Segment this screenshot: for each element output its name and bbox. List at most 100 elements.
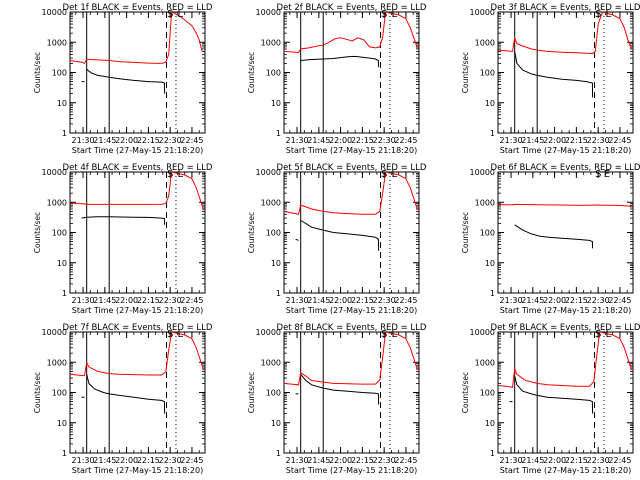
plot-frame bbox=[283, 11, 420, 134]
y-axis-label: Counts/sec bbox=[33, 52, 42, 93]
x-tick-label: 22:00 bbox=[329, 456, 352, 465]
x-axis-label: Start Time (27-May-15 21:18:20) bbox=[286, 466, 417, 475]
y-tick-label: 10000 bbox=[42, 168, 67, 177]
event-glyph: S bbox=[167, 9, 173, 20]
x-tick-label: 22:45 bbox=[180, 456, 203, 465]
event-glyph: L bbox=[392, 9, 398, 20]
event-glyph: S bbox=[595, 9, 601, 20]
chart-panel-1: 1 10 100 1000 10000 21:3021:4522:0022:1522:30… bbox=[33, 3, 213, 155]
plot-frame bbox=[497, 11, 634, 134]
x-tick-label: 22:15 bbox=[351, 456, 374, 465]
y-tick-label: 100 bbox=[480, 389, 495, 398]
y-tick-label: 1 bbox=[62, 449, 67, 458]
x-tick-label: 22:45 bbox=[394, 296, 417, 305]
y-tick-label: 10000 bbox=[42, 8, 67, 17]
x-tick-label: 22:30 bbox=[587, 136, 610, 145]
plot-frame bbox=[69, 171, 206, 294]
y-axis-label: Counts/sec bbox=[247, 212, 256, 253]
x-axis-label: Start Time (27-May-15 21:18:20) bbox=[500, 466, 631, 475]
event-glyph: L bbox=[178, 329, 184, 340]
chart-title: Det 6f BLACK = Events, RED = LLD bbox=[491, 163, 640, 173]
y-tick-label: 100 bbox=[52, 229, 67, 238]
x-tick-label: 21:45 bbox=[93, 456, 116, 465]
event-glyph: S bbox=[381, 329, 387, 340]
x-tick-label: 22:00 bbox=[329, 296, 352, 305]
series-line-black bbox=[81, 374, 166, 414]
x-tick-label: 21:45 bbox=[93, 296, 116, 305]
event-glyph: L bbox=[392, 329, 398, 340]
series-line-black bbox=[509, 375, 594, 414]
x-tick-label: 22:45 bbox=[608, 456, 631, 465]
event-glyph: L bbox=[606, 9, 612, 20]
chart-panel-8: 1 10 100 1000 10000 21:3021:4522:0022:1522:30… bbox=[247, 323, 427, 475]
x-axis-label: Start Time (27-May-15 21:18:20) bbox=[72, 306, 203, 315]
x-tick-label: 22:00 bbox=[543, 136, 566, 145]
y-tick-label: 10 bbox=[485, 99, 495, 108]
y-tick-label: 10 bbox=[57, 99, 67, 108]
chart-title: Det 9f BLACK = Events, RED = LLD bbox=[491, 323, 640, 333]
y-tick-label: 10 bbox=[271, 99, 281, 108]
x-tick-label: 22:15 bbox=[137, 456, 160, 465]
series-line-red bbox=[498, 203, 632, 207]
y-tick-label: 1 bbox=[490, 129, 495, 138]
series-line-black bbox=[514, 224, 594, 249]
x-tick-label: 22:00 bbox=[329, 136, 352, 145]
series-line-black bbox=[295, 373, 380, 405]
plot-frame bbox=[283, 331, 420, 454]
y-tick-label: 1000 bbox=[261, 358, 281, 367]
x-tick-label: 21:45 bbox=[521, 136, 544, 145]
x-tick-label: 21:45 bbox=[307, 456, 330, 465]
y-tick-label: 10 bbox=[485, 259, 495, 268]
x-tick-label: 22:30 bbox=[159, 136, 182, 145]
x-tick-label: 22:00 bbox=[115, 456, 138, 465]
x-tick-label: 21:30 bbox=[286, 456, 309, 465]
y-axis-label: Counts/sec bbox=[461, 212, 470, 253]
series-line-red bbox=[284, 12, 418, 54]
event-glyph: L bbox=[178, 169, 184, 180]
chart-title: Det 1f BLACK = Events, RED = LLD bbox=[63, 3, 213, 13]
series-line-red bbox=[284, 332, 418, 386]
y-tick-label: 100 bbox=[266, 389, 281, 398]
y-tick-label: 100 bbox=[266, 229, 281, 238]
x-axis-label: Start Time (27-May-15 21:18:20) bbox=[286, 306, 417, 315]
y-tick-label: 1000 bbox=[261, 198, 281, 207]
event-glyph: S bbox=[381, 9, 387, 20]
chart-title: Det 4f BLACK = Events, RED = LLD bbox=[63, 163, 213, 173]
y-tick-label: 1000 bbox=[475, 198, 495, 207]
y-tick-label: 100 bbox=[52, 69, 67, 78]
y-axis-label: Counts/sec bbox=[247, 372, 256, 413]
x-tick-label: 21:30 bbox=[72, 136, 95, 145]
event-glyph: S bbox=[381, 169, 387, 180]
y-tick-label: 1000 bbox=[475, 358, 495, 367]
x-axis-label: Start Time (27-May-15 21:18:20) bbox=[500, 306, 631, 315]
chart-panel-5: 1 10 100 1000 10000 21:3021:4522:0022:1522:30… bbox=[247, 163, 427, 315]
event-glyph: L bbox=[392, 169, 398, 180]
series-line-red bbox=[70, 12, 203, 65]
x-tick-label: 22:15 bbox=[137, 296, 160, 305]
series-line-black bbox=[295, 220, 380, 251]
y-tick-label: 10 bbox=[57, 259, 67, 268]
x-tick-label: 22:30 bbox=[373, 456, 396, 465]
chart-panel-9: 1 10 100 1000 10000 21:3021:4522:0022:1522:30… bbox=[461, 323, 640, 475]
y-tick-label: 1000 bbox=[47, 198, 67, 207]
x-tick-label: 22:00 bbox=[115, 136, 138, 145]
event-glyph: S bbox=[167, 329, 173, 340]
y-tick-label: 100 bbox=[266, 69, 281, 78]
x-tick-label: 22:30 bbox=[373, 296, 396, 305]
chart-panel-2: 1 10 100 1000 10000 21:3021:4522:0022:1522:30… bbox=[247, 3, 427, 155]
x-tick-label: 22:30 bbox=[587, 456, 610, 465]
x-tick-label: 21:30 bbox=[500, 296, 523, 305]
y-tick-label: 1000 bbox=[47, 358, 67, 367]
x-tick-label: 22:30 bbox=[373, 136, 396, 145]
x-tick-label: 22:30 bbox=[587, 296, 610, 305]
x-tick-label: 22:45 bbox=[394, 136, 417, 145]
x-axis-label: Start Time (27-May-15 21:18:20) bbox=[500, 146, 631, 155]
x-tick-label: 21:30 bbox=[72, 296, 95, 305]
y-tick-label: 10000 bbox=[42, 328, 67, 337]
chart-title: Det 7f BLACK = Events, RED = LLD bbox=[63, 323, 213, 333]
event-glyph: S bbox=[595, 169, 601, 180]
x-tick-label: 22:15 bbox=[351, 136, 374, 145]
x-tick-label: 22:15 bbox=[351, 296, 374, 305]
x-tick-label: 22:45 bbox=[608, 296, 631, 305]
